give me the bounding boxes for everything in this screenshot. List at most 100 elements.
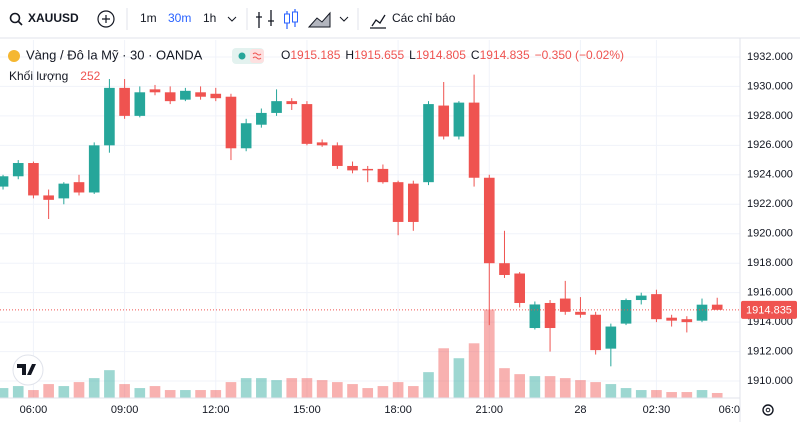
candle-body bbox=[271, 101, 282, 113]
volume-bar bbox=[575, 380, 586, 398]
candle-body bbox=[575, 311, 586, 315]
volume-bar bbox=[377, 386, 389, 398]
candle-body bbox=[104, 87, 115, 146]
bars-style-icon[interactable] bbox=[256, 10, 274, 28]
last-price-box bbox=[741, 300, 797, 319]
x-tick-label: 21:00 bbox=[476, 404, 504, 416]
tv-logo[interactable] bbox=[12, 354, 44, 386]
indicators-button[interactable]: Các chỉ báo bbox=[392, 11, 456, 25]
candles-style-icon bbox=[292, 11, 298, 23]
volume-bar bbox=[88, 378, 100, 398]
volume-bar bbox=[666, 392, 677, 398]
candle-body bbox=[134, 92, 146, 116]
ohlc-value: 1914.835 bbox=[480, 48, 530, 62]
volume-bar bbox=[0, 388, 9, 398]
y-tick-label: 1928.000 bbox=[747, 110, 793, 122]
volume-bar bbox=[696, 390, 708, 398]
style-dropdown[interactable] bbox=[339, 16, 349, 22]
candle-body bbox=[559, 298, 571, 312]
volume-bar bbox=[362, 388, 374, 398]
candle-body bbox=[58, 183, 70, 199]
volume-bar bbox=[28, 390, 39, 398]
volume-bar bbox=[240, 378, 252, 398]
symbol: XAUUSD bbox=[28, 11, 79, 25]
area-style-icon[interactable] bbox=[307, 11, 331, 28]
candle-body bbox=[377, 168, 389, 183]
interval[interactable]: 1h bbox=[203, 11, 216, 25]
x-tick-label: 02:30 bbox=[643, 404, 671, 416]
candle-body bbox=[28, 163, 39, 196]
volume-bar bbox=[301, 378, 313, 398]
candle-body bbox=[438, 105, 450, 137]
y-tick-label: 1910.000 bbox=[747, 375, 793, 387]
volume-bar bbox=[514, 374, 525, 398]
volume-bar bbox=[635, 390, 647, 398]
candle-body bbox=[499, 263, 510, 275]
x-tick-label: 12:00 bbox=[202, 404, 230, 416]
ohlc-value: 1915.655 bbox=[354, 48, 404, 62]
volume-bar bbox=[681, 392, 693, 398]
symbol-search[interactable]: XAUUSD bbox=[9, 11, 80, 26]
volume-bar bbox=[316, 380, 328, 398]
compare-button[interactable] bbox=[97, 10, 115, 28]
candle-body bbox=[164, 92, 176, 102]
volume-bar bbox=[453, 358, 465, 398]
candle-body bbox=[483, 177, 495, 264]
volume-bar bbox=[164, 390, 176, 398]
volume-bar bbox=[423, 372, 434, 398]
volume-bar bbox=[256, 378, 267, 398]
volume-bar bbox=[119, 384, 130, 398]
volume-bar bbox=[392, 382, 404, 398]
search-icon bbox=[9, 12, 21, 24]
market-status bbox=[238, 52, 246, 60]
candle-body bbox=[195, 92, 206, 97]
volume-bar bbox=[43, 384, 54, 398]
candle-body bbox=[590, 314, 601, 351]
volume-bar bbox=[651, 390, 662, 398]
volume-bar bbox=[271, 380, 282, 398]
interval-active[interactable]: 30m bbox=[168, 11, 191, 25]
interval-dropdown[interactable] bbox=[227, 16, 237, 22]
volume-bar bbox=[210, 390, 222, 398]
candle-body bbox=[332, 145, 343, 166]
candle-body bbox=[0, 176, 9, 187]
last-price-label: 1914.835 bbox=[746, 305, 792, 317]
volume-bar bbox=[438, 348, 450, 398]
x-tick-label: 28 bbox=[574, 404, 586, 416]
volume-bar bbox=[605, 384, 617, 398]
candle-body bbox=[696, 304, 708, 321]
volume-bar bbox=[711, 392, 723, 398]
settings-button[interactable] bbox=[762, 404, 774, 416]
candle-body bbox=[681, 319, 693, 323]
ohlc-key: O bbox=[281, 48, 290, 62]
settings-icon bbox=[762, 404, 774, 416]
volume-bar bbox=[347, 384, 358, 398]
delay-icon bbox=[252, 52, 262, 60]
candle-body bbox=[423, 104, 434, 183]
volume-bar bbox=[286, 378, 298, 398]
tv-logo-mark bbox=[17, 364, 36, 375]
settings-icon bbox=[765, 407, 771, 413]
candle-body bbox=[651, 294, 662, 320]
volume-bar bbox=[332, 382, 343, 398]
volume-bar bbox=[499, 368, 510, 398]
y-tick-label: 1914.000 bbox=[747, 316, 793, 328]
ohlc-value: 1915.185 bbox=[290, 48, 340, 62]
candle-body bbox=[12, 163, 24, 177]
indicators-icon[interactable] bbox=[370, 14, 386, 29]
candle-body bbox=[43, 195, 54, 200]
y-tick-label: 1930.000 bbox=[747, 80, 793, 92]
candle-body bbox=[256, 112, 267, 125]
delay-badge bbox=[250, 49, 264, 63]
y-tick-label: 1924.000 bbox=[747, 169, 793, 181]
volume-bar bbox=[529, 376, 541, 398]
volume-bar bbox=[620, 388, 632, 398]
candle-body bbox=[286, 101, 298, 105]
candle-body bbox=[225, 96, 237, 149]
y-tick-label: 1922.000 bbox=[747, 198, 793, 210]
interval[interactable]: 1m bbox=[140, 11, 157, 25]
volume-bar bbox=[104, 370, 115, 398]
candle-body bbox=[73, 182, 85, 193]
volume-value: 252 bbox=[80, 69, 100, 83]
